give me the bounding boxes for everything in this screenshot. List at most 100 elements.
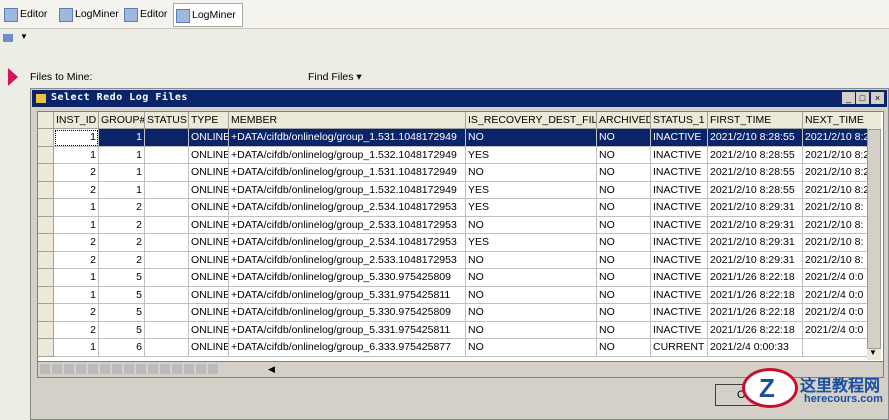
cell: ONLINE	[189, 339, 229, 357]
cell: 2021/2/4 0:0	[803, 286, 868, 304]
tab-label[interactable]: LogMiner	[192, 9, 236, 21]
cell: NO	[597, 181, 651, 199]
cell: 2021/2/10 8:	[803, 216, 868, 234]
tab-icon	[4, 8, 18, 22]
scroll-thumb[interactable]	[867, 129, 881, 349]
cell: 6	[99, 339, 145, 357]
tab-icon	[176, 9, 190, 23]
nav-bar: ◀	[37, 361, 884, 378]
column-header[interactable]: IS_RECOVERY_DEST_FILE	[466, 112, 597, 129]
cell: +DATA/cifdb/onlinelog/group_1.532.104817…	[229, 181, 466, 199]
row-header[interactable]	[38, 321, 54, 339]
cell: NO	[597, 269, 651, 287]
cell: ONLINE	[189, 286, 229, 304]
row-header[interactable]	[38, 269, 54, 287]
tab[interactable]: LogMiner	[173, 3, 243, 27]
cell: 2	[99, 234, 145, 252]
row-header[interactable]	[38, 234, 54, 252]
column-header[interactable]: STATUS	[145, 112, 189, 129]
cell: ONLINE	[189, 251, 229, 269]
cell: INACTIVE	[651, 321, 708, 339]
cell: 2	[54, 321, 99, 339]
row-header[interactable]	[38, 304, 54, 322]
column-header[interactable]: GROUP#	[99, 112, 145, 129]
maximize[interactable]: □	[856, 92, 869, 104]
cell: 2021/2/10 8:28:55	[708, 129, 803, 147]
nav-buttons[interactable]	[40, 364, 218, 374]
row-header[interactable]	[38, 339, 54, 357]
cell: 2021/2/10 8:	[803, 199, 868, 217]
cell: 2021/2/4 0:0	[803, 304, 868, 322]
cell: YES	[466, 199, 597, 217]
cell: 1	[99, 181, 145, 199]
column-header[interactable]: ARCHIVED	[597, 112, 651, 129]
cell: ONLINE	[189, 234, 229, 252]
cell	[145, 234, 189, 252]
scroll-left[interactable]: ◀	[268, 364, 275, 374]
cell: 2021/2/10 8:29:31	[708, 216, 803, 234]
tab-label[interactable]: Editor	[140, 8, 168, 20]
cell: 1	[54, 286, 99, 304]
cell: INACTIVE	[651, 146, 708, 164]
toolbar-icon[interactable]	[3, 34, 13, 42]
cell: 5	[99, 304, 145, 322]
cell: 1	[54, 269, 99, 287]
cell: 2021/1/26 8:22:18	[708, 304, 803, 322]
cell: INACTIVE	[651, 234, 708, 252]
cell	[145, 339, 189, 357]
cell: +DATA/cifdb/onlinelog/group_6.333.975425…	[229, 339, 466, 357]
find-files[interactable]: Find Files ▾	[308, 71, 362, 83]
v-scrollbar[interactable]: ▼	[867, 112, 881, 360]
column-header[interactable]: STATUS_1	[651, 112, 708, 129]
column-header[interactable]: NEXT_TIME	[803, 112, 868, 129]
column-header[interactable]: TYPE	[189, 112, 229, 129]
find-files-text[interactable]: Find Files	[308, 71, 354, 83]
cell	[145, 304, 189, 322]
cell: NO	[597, 199, 651, 217]
cell: CURRENT	[651, 339, 708, 357]
row-header-corner	[38, 112, 54, 129]
row-header[interactable]	[38, 146, 54, 164]
row-header[interactable]	[38, 251, 54, 269]
tab-label[interactable]: LogMiner	[75, 8, 119, 20]
cell: ONLINE	[189, 129, 229, 147]
scroll-down[interactable]: ▼	[869, 348, 877, 357]
cell: 2021/1/26 8:22:18	[708, 321, 803, 339]
close[interactable]: ×	[871, 92, 884, 104]
tab-label[interactable]: Editor	[20, 8, 48, 20]
cell: +DATA/cifdb/onlinelog/group_2.534.104817…	[229, 199, 466, 217]
minimize[interactable]: _	[842, 92, 855, 104]
row-header[interactable]	[38, 199, 54, 217]
cell: NO	[597, 339, 651, 357]
row-header[interactable]	[38, 216, 54, 234]
tab[interactable]: Editor	[2, 3, 47, 25]
cell: ONLINE	[189, 321, 229, 339]
cell: INACTIVE	[651, 269, 708, 287]
row-header[interactable]	[38, 129, 54, 147]
cell: +DATA/cifdb/onlinelog/group_5.330.975425…	[229, 304, 466, 322]
cell: 2	[54, 164, 99, 182]
cell: 5	[99, 286, 145, 304]
row-header[interactable]	[38, 164, 54, 182]
dropdown-arrow[interactable]: ▼	[20, 32, 28, 41]
title-bar: Select Redo Log Files _ □ ×	[32, 90, 887, 107]
cell: ONLINE	[189, 269, 229, 287]
column-header[interactable]: MEMBER	[229, 112, 466, 129]
tab[interactable]: Editor	[122, 3, 167, 25]
row-header[interactable]	[38, 181, 54, 199]
cell: 2021/2/10 8:	[803, 234, 868, 252]
cell: 1	[54, 146, 99, 164]
cell: INACTIVE	[651, 129, 708, 147]
watermark-logo: Z	[742, 368, 798, 408]
tab[interactable]: LogMiner	[57, 3, 119, 25]
cell: ONLINE	[189, 304, 229, 322]
dialog: Select Redo Log Files _ □ × INST_ID GROUP…	[30, 88, 889, 420]
files-label: Files to Mine:	[30, 71, 93, 83]
grid: INST_ID GROUP# STATUS TYPE MEMBER IS_RECOVERY…	[37, 111, 884, 363]
column-header[interactable]: FIRST_TIME	[708, 112, 803, 129]
cell	[145, 164, 189, 182]
cell: INACTIVE	[651, 181, 708, 199]
column-header[interactable]: INST_ID	[54, 112, 99, 129]
row-header[interactable]	[38, 286, 54, 304]
cell: NO	[466, 251, 597, 269]
